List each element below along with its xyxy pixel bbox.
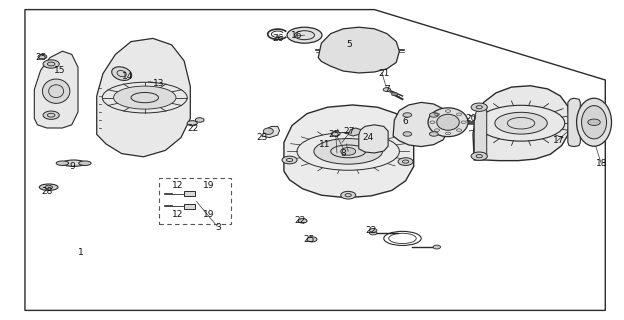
Polygon shape — [473, 86, 569, 161]
Circle shape — [195, 118, 204, 122]
Polygon shape — [284, 105, 414, 198]
Text: 17: 17 — [553, 136, 564, 145]
Ellipse shape — [39, 184, 58, 190]
Circle shape — [471, 103, 487, 111]
Ellipse shape — [344, 45, 372, 55]
Text: 7: 7 — [384, 85, 390, 94]
Circle shape — [38, 54, 47, 59]
Circle shape — [341, 148, 356, 155]
Circle shape — [187, 121, 197, 126]
Text: 20: 20 — [466, 114, 477, 123]
Circle shape — [383, 88, 391, 92]
Text: 5: 5 — [346, 40, 353, 49]
Circle shape — [45, 185, 52, 189]
Polygon shape — [34, 51, 78, 128]
Text: 3: 3 — [215, 223, 222, 232]
Text: 25: 25 — [328, 130, 339, 139]
Ellipse shape — [114, 86, 176, 109]
Polygon shape — [474, 106, 487, 158]
Circle shape — [403, 132, 412, 136]
Circle shape — [282, 156, 297, 164]
Text: 13: 13 — [154, 79, 165, 88]
Text: 14: 14 — [122, 72, 134, 81]
Text: 22: 22 — [188, 124, 199, 132]
Ellipse shape — [577, 98, 612, 146]
Text: 16: 16 — [291, 31, 302, 40]
Polygon shape — [97, 38, 190, 157]
Text: 25: 25 — [35, 53, 46, 62]
Ellipse shape — [314, 139, 383, 164]
Ellipse shape — [391, 92, 397, 96]
Polygon shape — [359, 125, 388, 153]
Text: 22: 22 — [294, 216, 305, 225]
Circle shape — [398, 158, 413, 165]
Circle shape — [307, 237, 317, 242]
Circle shape — [43, 60, 59, 68]
Ellipse shape — [62, 160, 85, 166]
Text: 21: 21 — [378, 69, 389, 78]
Bar — [184, 204, 195, 209]
Text: 27: 27 — [344, 127, 355, 136]
Text: 25: 25 — [303, 236, 314, 244]
Text: 23: 23 — [256, 133, 268, 142]
Bar — [184, 191, 195, 196]
Text: 19: 19 — [203, 181, 215, 190]
Text: 24: 24 — [363, 133, 374, 142]
Ellipse shape — [582, 106, 607, 139]
Circle shape — [369, 231, 377, 235]
Circle shape — [341, 191, 356, 199]
Circle shape — [43, 111, 59, 119]
Text: 8: 8 — [340, 149, 346, 158]
Polygon shape — [348, 128, 361, 136]
Ellipse shape — [437, 114, 459, 130]
Ellipse shape — [42, 79, 70, 103]
Text: 12: 12 — [172, 181, 183, 190]
Bar — [159, 178, 231, 224]
Ellipse shape — [79, 161, 91, 165]
Polygon shape — [262, 126, 280, 138]
Polygon shape — [393, 102, 448, 147]
Circle shape — [369, 228, 377, 232]
Text: 26: 26 — [272, 34, 283, 43]
Text: 12: 12 — [172, 210, 183, 219]
Circle shape — [429, 113, 438, 117]
Text: 28: 28 — [41, 188, 52, 196]
Text: 18: 18 — [597, 159, 608, 168]
Text: 1: 1 — [78, 248, 84, 257]
Ellipse shape — [56, 161, 69, 165]
Ellipse shape — [112, 67, 132, 80]
Text: 15: 15 — [54, 66, 65, 75]
Circle shape — [403, 113, 412, 117]
Circle shape — [331, 132, 340, 136]
Ellipse shape — [428, 108, 468, 137]
Circle shape — [298, 219, 307, 223]
Circle shape — [588, 119, 600, 125]
Circle shape — [429, 132, 438, 136]
Polygon shape — [318, 27, 399, 73]
Circle shape — [433, 245, 441, 249]
Text: 9: 9 — [69, 162, 75, 171]
Ellipse shape — [287, 27, 322, 43]
Circle shape — [471, 152, 487, 160]
Text: 11: 11 — [319, 140, 330, 148]
Polygon shape — [568, 98, 580, 147]
Text: 19: 19 — [203, 210, 215, 219]
Text: 22: 22 — [366, 226, 377, 235]
Ellipse shape — [263, 128, 273, 134]
Text: 6: 6 — [402, 117, 409, 126]
Ellipse shape — [495, 112, 547, 134]
